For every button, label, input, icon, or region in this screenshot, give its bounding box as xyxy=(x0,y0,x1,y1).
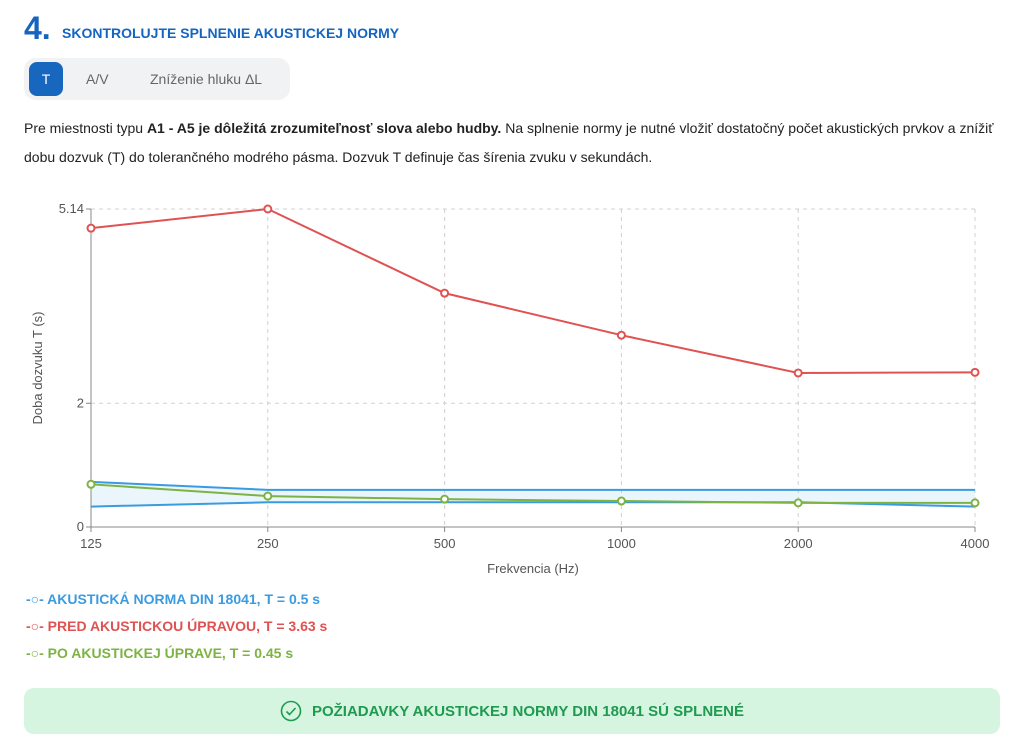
x-tick-label: 125 xyxy=(80,536,102,551)
data-point xyxy=(440,494,450,504)
x-tick-label: 250 xyxy=(257,536,279,551)
legend-after[interactable]: -○- PO AKUSTICKEJ ÚPRAVE, T = 0.45 s xyxy=(26,645,293,661)
data-point xyxy=(263,204,273,214)
x-tick-label: 4000 xyxy=(961,536,990,551)
x-axis-label: Frekvencia (Hz) xyxy=(487,561,579,576)
tab-t[interactable]: T xyxy=(29,62,63,96)
tolerance-band xyxy=(91,481,975,507)
legend-marker-icon: -○- xyxy=(26,591,44,607)
desc-text: Pre miestnosti typu xyxy=(24,120,147,136)
reverberation-chart: 0 2 5.14 125 250 500 1000 2000 4000 Frekvencia (H… xyxy=(30,201,990,576)
status-banner: POŽIADAVKY AKUSTICKEJ NORMY DIN 18041 SÚ… xyxy=(24,688,1000,734)
legend-label: PRED AKUSTICKOU ÚPRAVOU, T = 3.63 s xyxy=(47,618,328,634)
tab-noise-reduction[interactable]: Zníženie hluku ΔL xyxy=(150,71,263,87)
y-tick-label: 0 xyxy=(77,519,84,534)
legend-label: PO AKUSTICKEJ ÚPRAVE, T = 0.45 s xyxy=(47,645,294,661)
y-tick-label: 2 xyxy=(77,395,84,410)
tab-group xyxy=(24,58,290,100)
data-point xyxy=(440,288,450,298)
series-line-1 xyxy=(90,207,976,374)
section-title: SKONTROLUJTE SPLNENIE AKUSTICKEJ NORMY xyxy=(62,25,400,41)
banner-text: POŽIADAVKY AKUSTICKEJ NORMY DIN 18041 SÚ… xyxy=(311,702,745,720)
y-tick-label: 5.14 xyxy=(59,201,84,216)
legend-marker-icon: -○- xyxy=(26,645,44,661)
data-point xyxy=(616,496,626,506)
check-circle-icon xyxy=(280,700,302,722)
x-tick-label: 500 xyxy=(434,536,456,551)
x-tick-label: 1000 xyxy=(607,536,636,551)
legend-marker-icon: -○- xyxy=(26,618,44,634)
data-point xyxy=(793,498,803,508)
data-point xyxy=(970,367,980,377)
tolerance-upper-line xyxy=(90,480,975,491)
data-point xyxy=(793,368,803,378)
step-number: 4. xyxy=(24,10,51,46)
legend-label: AKUSTICKÁ NORMA DIN 18041, T = 0.5 s xyxy=(47,591,321,607)
description: Pre miestnosti typu A1 - A5 je dôležitá … xyxy=(24,114,1004,172)
desc-bold: A1 - A5 je dôležitá zrozumiteľnosť slova… xyxy=(146,120,502,136)
data-point xyxy=(263,491,273,501)
legend-norm[interactable]: -○- AKUSTICKÁ NORMA DIN 18041, T = 0.5 s xyxy=(26,591,320,607)
desc-text-2: Na splnenie normy je nutné vložiť dostat… xyxy=(24,120,994,165)
data-point xyxy=(86,479,96,489)
legend-before[interactable]: -○- PRED AKUSTICKOU ÚPRAVOU, T = 3.63 s xyxy=(26,618,327,634)
y-axis-label: Doba dozvuku T (s) xyxy=(30,312,45,425)
series-line-2 xyxy=(90,483,975,504)
x-tick-label: 2000 xyxy=(784,536,813,551)
tab-av[interactable]: A/V xyxy=(86,71,109,87)
data-point xyxy=(86,223,96,233)
data-point xyxy=(970,498,980,508)
data-point xyxy=(616,330,626,340)
